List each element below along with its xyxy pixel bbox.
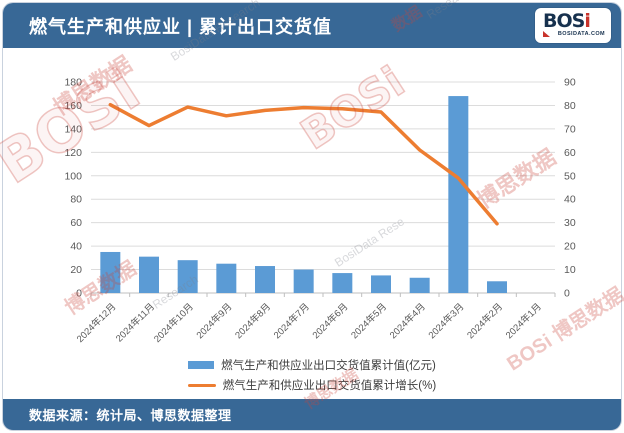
gridlines [90, 81, 556, 297]
bar [216, 263, 237, 293]
bar [293, 269, 314, 293]
svg-text:60: 60 [564, 147, 576, 159]
svg-text:40: 40 [70, 241, 82, 253]
svg-text:2024年6月: 2024年6月 [310, 301, 351, 342]
svg-text:180: 180 [64, 77, 82, 89]
legend: 燃气生产和供应业出口交货值累计值(亿元) 燃气生产和供应业出口交货值累计增长(%… [3, 357, 621, 393]
header: 燃气生产和供应业 | 累计出口交货值 BOSi BOSIDATA.COM [3, 3, 621, 48]
svg-text:2024年2月: 2024年2月 [465, 301, 506, 342]
svg-text:30: 30 [564, 217, 576, 229]
svg-text:20: 20 [564, 241, 576, 253]
logo-bottom-row: BOSIDATA.COM [543, 30, 605, 38]
svg-text:10: 10 [564, 264, 576, 276]
svg-text:40: 40 [564, 194, 576, 206]
svg-text:80: 80 [564, 100, 576, 112]
svg-text:2024年10月: 2024年10月 [151, 301, 195, 345]
bosi-logo: BOSi BOSIDATA.COM [535, 8, 611, 43]
svg-text:120: 120 [64, 147, 82, 159]
logo-text-accent: i [584, 10, 590, 32]
legend-line-swatch-icon [187, 383, 216, 387]
bar [409, 277, 430, 293]
svg-text:20: 20 [70, 264, 82, 276]
legend-bar-label: 燃气生产和供应业出口交货值累计值(亿元) [221, 360, 436, 372]
logo-domain-text: BOSIDATA.COM [557, 31, 605, 37]
svg-text:70: 70 [564, 123, 576, 135]
svg-text:0: 0 [76, 288, 82, 300]
svg-text:2024年7月: 2024年7月 [271, 301, 312, 342]
axis-labels: 0 0 20 10 40 20 60 30 80 40 100 50 120 60 140 70 160 80 18… [64, 77, 575, 300]
svg-text:80: 80 [70, 194, 82, 206]
svg-text:60: 60 [70, 217, 82, 229]
page-title: 燃气生产和供应业 | 累计出口交货值 [29, 16, 333, 37]
logo-triangle-icon [543, 31, 550, 37]
bar [487, 281, 507, 293]
svg-text:100: 100 [64, 170, 82, 182]
bar [100, 251, 121, 293]
svg-text:0: 0 [564, 288, 570, 300]
svg-text:50: 50 [564, 170, 576, 182]
svg-text:160: 160 [64, 100, 82, 112]
svg-text:2024年5月: 2024年5月 [349, 301, 390, 342]
footer: 数据来源：统计局、博思数据整理 [3, 399, 621, 430]
bar [139, 256, 159, 293]
bar [255, 266, 275, 293]
svg-text:2024年3月: 2024年3月 [426, 301, 467, 342]
logo-wordmark: BOSi [543, 10, 605, 32]
bar [448, 96, 469, 293]
bar [332, 273, 353, 293]
svg-text:2024年11月: 2024年11月 [113, 301, 157, 345]
x-axis-labels: 2024年12月2024年11月2024年10月2024年9月2024年8月20… [74, 301, 544, 345]
line-series [108, 102, 499, 226]
svg-text:140: 140 [64, 123, 82, 135]
legend-item-line-series: 燃气生产和供应业出口交货值累计增长(%) [187, 377, 437, 393]
bar-series [100, 96, 507, 293]
svg-text:2024年8月: 2024年8月 [233, 301, 274, 342]
svg-text:2024年12月: 2024年12月 [74, 301, 118, 345]
bar [371, 275, 391, 293]
svg-text:2024年1月: 2024年1月 [503, 301, 544, 342]
svg-text:90: 90 [564, 77, 576, 89]
legend-bar-swatch-icon [188, 361, 215, 369]
data-source-text: 数据来源：统计局、博思数据整理 [29, 408, 232, 423]
chart-area: 0 0 20 10 40 20 60 30 80 40 100 50 120 60 140 70 160 80 18… [3, 48, 621, 399]
svg-text:2024年9月: 2024年9月 [194, 301, 235, 342]
logo-text-main: BOS [543, 10, 585, 32]
legend-item-bar-series: 燃气生产和供应业出口交货值累计值(亿元) [188, 357, 436, 373]
bar [177, 260, 198, 293]
legend-line-label: 燃气生产和供应业出口交货值累计增长(%) [222, 380, 437, 392]
svg-text:2024年4月: 2024年4月 [387, 301, 428, 342]
combo-chart: 0 0 20 10 40 20 60 30 80 40 100 50 120 60 140 70 160 80 18… [64, 77, 575, 345]
